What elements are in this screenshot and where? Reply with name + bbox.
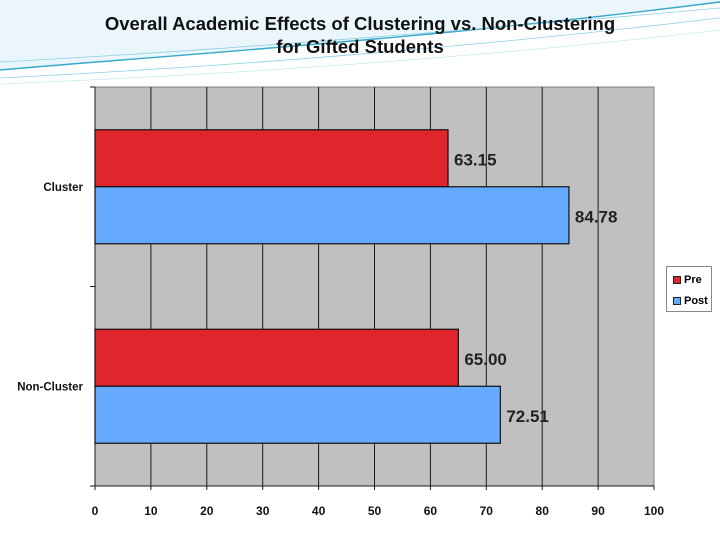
legend-item-post: Post xyxy=(673,295,708,307)
header-swoosh xyxy=(0,7,720,63)
title-line-1: Overall Academic Effects of Clustering v… xyxy=(104,13,616,34)
x-tick-label: 60 xyxy=(424,504,438,518)
header-swoosh xyxy=(0,1,720,71)
chart-legend: Pre Post xyxy=(666,266,712,312)
legend-item-pre: Pre xyxy=(673,274,702,286)
bar-pre-cluster xyxy=(94,129,449,188)
legend-label-pre: Pre xyxy=(684,274,702,286)
header-swoosh xyxy=(0,17,720,79)
data-label: 84.78 xyxy=(575,207,618,226)
data-label: 65.00 xyxy=(464,350,507,369)
x-tick-label: 30 xyxy=(256,504,270,518)
bar-post-cluster xyxy=(94,186,570,245)
legend-swatch-post xyxy=(673,297,681,305)
x-tick-label: 20 xyxy=(200,504,214,518)
category-label: Non-Cluster xyxy=(17,381,83,393)
header-swoosh xyxy=(0,0,720,70)
x-tick-label: 100 xyxy=(644,504,664,518)
legend-label-post: Post xyxy=(684,295,708,307)
category-label: Cluster xyxy=(43,182,83,194)
x-tick-label: 70 xyxy=(480,504,494,518)
x-tick-label: 80 xyxy=(536,504,550,518)
bar-post-non-cluster xyxy=(94,385,501,444)
data-label: 72.51 xyxy=(506,407,549,426)
chart-title: Overall Academic Effects of Clustering v… xyxy=(0,12,720,58)
legend-swatch-pre xyxy=(673,276,681,284)
data-label: 63.15 xyxy=(454,150,497,169)
header-decoration xyxy=(0,0,720,85)
x-tick-label: 0 xyxy=(92,504,99,518)
x-tick-label: 40 xyxy=(312,504,326,518)
bar-pre-non-cluster xyxy=(94,328,459,387)
x-tick-label: 50 xyxy=(368,504,382,518)
x-tick-label: 10 xyxy=(144,504,158,518)
header-swoosh xyxy=(0,29,720,85)
x-tick-label: 90 xyxy=(591,504,605,518)
title-line-2: for Gifted Students xyxy=(276,36,444,57)
